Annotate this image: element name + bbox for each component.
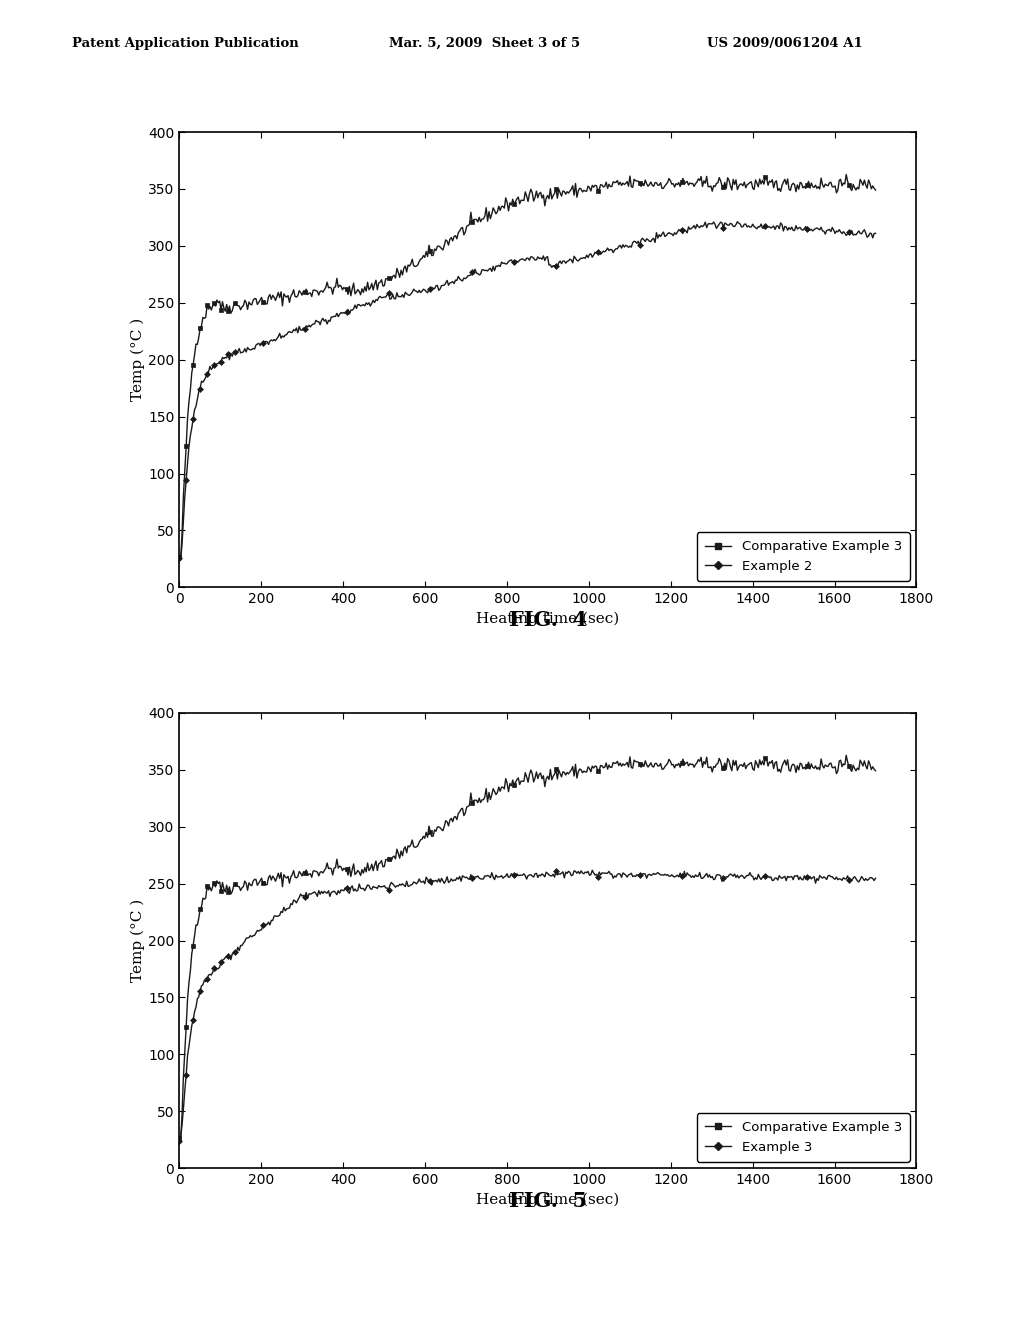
Y-axis label: Temp (°C ): Temp (°C ) — [131, 899, 145, 982]
Text: Mar. 5, 2009  Sheet 3 of 5: Mar. 5, 2009 Sheet 3 of 5 — [389, 37, 581, 50]
Legend: Comparative Example 3, Example 2: Comparative Example 3, Example 2 — [697, 532, 910, 581]
Text: Patent Application Publication: Patent Application Publication — [72, 37, 298, 50]
Text: FIG.  5: FIG. 5 — [509, 1191, 587, 1210]
Legend: Comparative Example 3, Example 3: Comparative Example 3, Example 3 — [697, 1113, 910, 1162]
Text: US 2009/0061204 A1: US 2009/0061204 A1 — [707, 37, 862, 50]
Text: FIG.  4: FIG. 4 — [509, 610, 587, 630]
Y-axis label: Temp (°C ): Temp (°C ) — [131, 318, 145, 401]
X-axis label: Heating time (sec): Heating time (sec) — [476, 1192, 620, 1206]
X-axis label: Heating time (sec): Heating time (sec) — [476, 611, 620, 626]
